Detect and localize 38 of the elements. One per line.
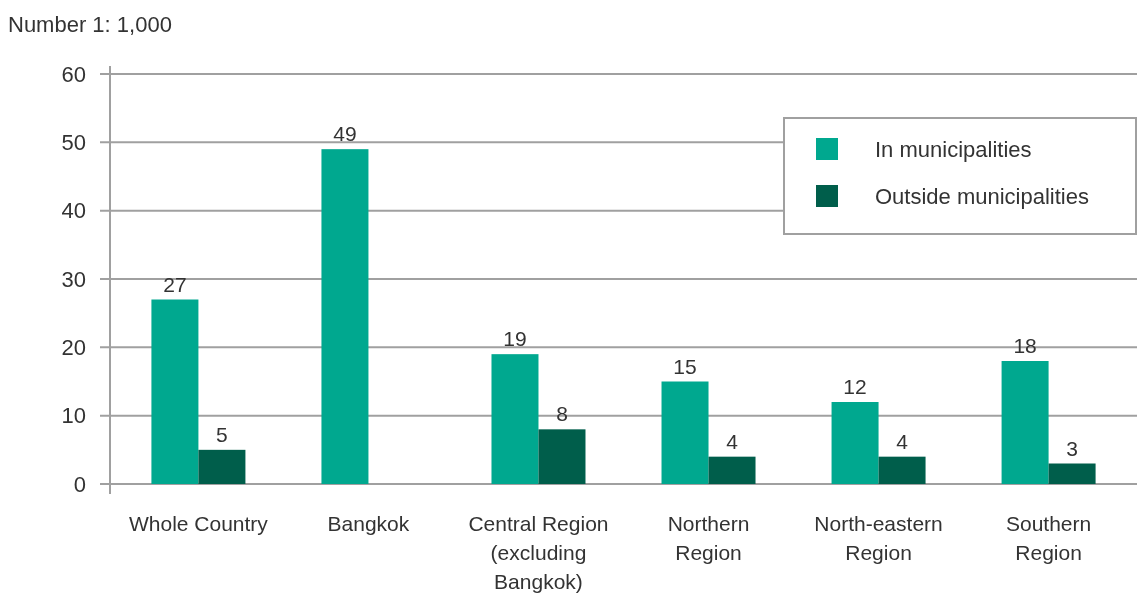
data-label: 19 <box>503 327 527 351</box>
data-label: 5 <box>216 422 228 446</box>
y-tick-label: 60 <box>61 61 86 87</box>
bar <box>831 402 879 484</box>
x-tick-label: Central Region (excluding Bangkok) <box>468 512 609 593</box>
x-tick-label: Southern Region <box>1005 512 1092 564</box>
y-tick-label: 40 <box>61 198 86 224</box>
legend-label: In municipalities <box>875 136 1032 162</box>
data-label: 12 <box>843 375 867 398</box>
legend-label: Outside municipalities <box>875 183 1089 209</box>
bar <box>151 299 199 484</box>
bar <box>661 381 709 484</box>
y-tick-label: 10 <box>61 403 86 429</box>
y-axis-title: Number 1: 1,000 <box>8 12 172 37</box>
bar <box>878 456 926 484</box>
y-tick-label: 20 <box>61 335 86 361</box>
x-tick-label: Northern Region <box>667 512 750 564</box>
data-label: 15 <box>673 354 697 378</box>
data-label: 18 <box>1013 334 1037 357</box>
data-label: 4 <box>726 429 739 453</box>
y-tick-label: 0 <box>73 471 86 497</box>
x-tick-label: North-eastern Region <box>814 512 943 564</box>
y-tick-label: 30 <box>61 266 86 292</box>
x-tick-label: Whole Country <box>128 512 269 535</box>
x-tick-label: Bangkok <box>327 512 410 535</box>
bar <box>321 149 369 484</box>
bar <box>708 456 756 484</box>
data-label: 49 <box>333 122 357 146</box>
bar <box>1048 463 1096 484</box>
bar <box>538 429 586 484</box>
data-label: 8 <box>556 402 568 426</box>
data-label: 27 <box>163 272 187 296</box>
bar <box>198 449 246 484</box>
bar <box>1001 361 1049 484</box>
y-tick-label: 50 <box>61 130 86 156</box>
data-label: 4 <box>896 429 909 453</box>
bar <box>491 354 539 484</box>
data-label: 3 <box>1066 436 1078 460</box>
